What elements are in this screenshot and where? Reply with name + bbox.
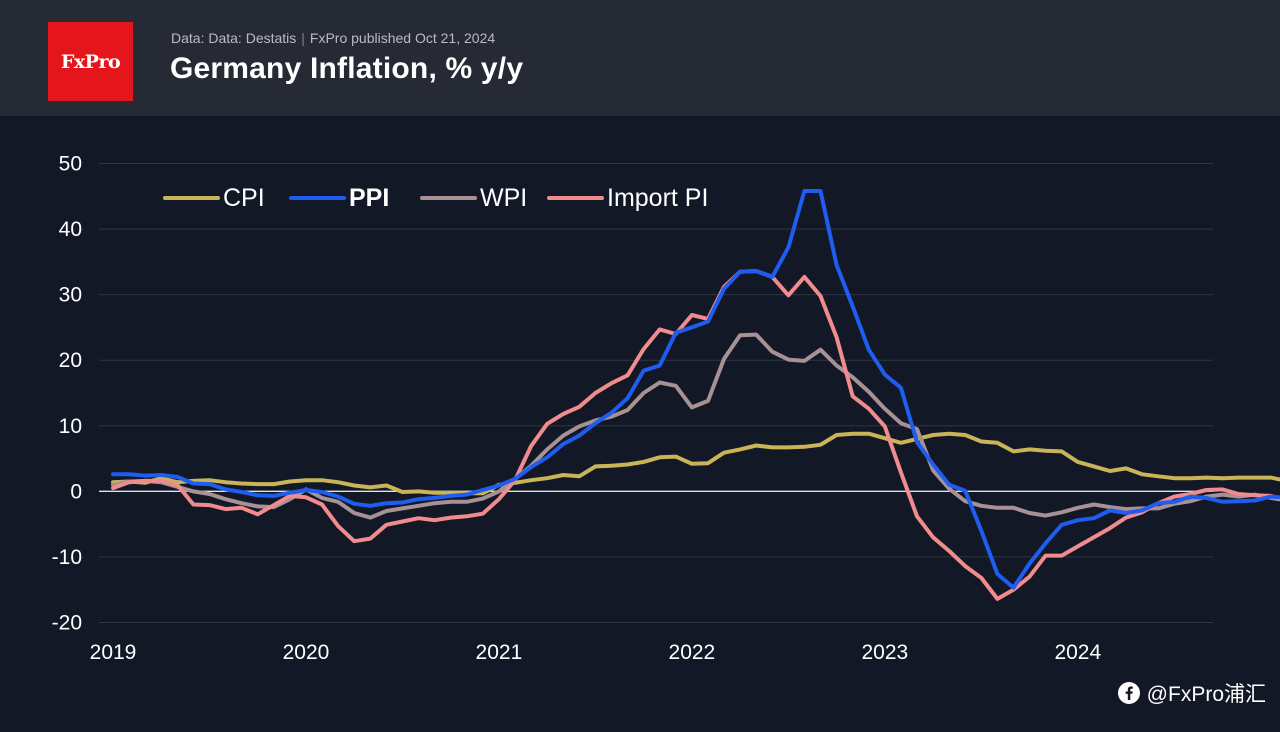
watermark-text: @FxPro浦汇 — [1146, 683, 1266, 706]
y-tick-label: 40 — [59, 218, 82, 241]
x-tick-label: 2021 — [476, 641, 523, 664]
y-tick-label: -20 — [52, 612, 82, 635]
watermark: @FxPro浦汇 — [1117, 678, 1266, 708]
separator: | — [301, 30, 305, 46]
header-bar: FxPro Data: Data: Destatis | FxPro publish… — [0, 0, 1280, 116]
x-tick-label: 2020 — [283, 641, 330, 664]
y-tick-label: -10 — [52, 546, 82, 569]
y-tick-label: 20 — [59, 349, 82, 372]
published-text: FxPro published Oct 21, 2024 — [309, 30, 496, 46]
source-line: Data: Data: Destatis | FxPro published Oct… — [171, 30, 495, 46]
legend-label: PPI — [349, 184, 389, 212]
source-text: Data: Data: Destatis — [171, 30, 297, 46]
y-tick-label: 10 — [59, 415, 82, 438]
y-tick-label: 0 — [70, 480, 82, 503]
x-tick-label: 2024 — [1054, 641, 1101, 664]
series-line-cpi — [111, 431, 1280, 496]
y-tick-label: 30 — [59, 284, 82, 307]
page-title: Germany Inflation, % y/y — [170, 52, 524, 85]
series-line-import-pi — [111, 269, 1280, 601]
social-logo-icon — [1117, 682, 1140, 704]
series-line-ppi — [111, 189, 1280, 590]
x-tick-label: 2022 — [669, 641, 716, 664]
legend-label: Import PI — [607, 184, 708, 212]
x-tick-label: 2019 — [90, 641, 137, 664]
y-tick-label: 50 — [59, 153, 82, 176]
x-tick-label: 2023 — [861, 641, 908, 664]
fxpro-logo: FxPro — [48, 22, 133, 101]
logo-text: FxPro — [60, 50, 121, 73]
inflation-line-chart: 50 40 30 20 10 0 -10 -20 2019 2020 2021 2022 2023 202… — [52, 153, 1280, 664]
legend-label: WPI — [480, 184, 527, 212]
legend-label: CPI — [223, 184, 265, 212]
